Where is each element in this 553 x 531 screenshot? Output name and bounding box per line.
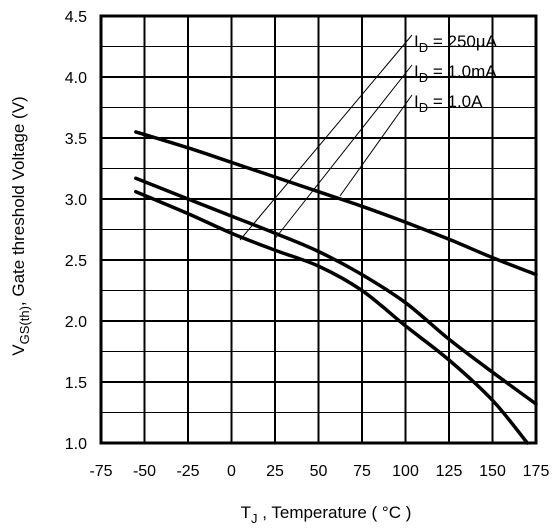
grid	[101, 16, 536, 443]
x-tick-label: 75	[353, 463, 371, 480]
legend-leaders	[239, 34, 413, 241]
legend-entry-3: ID = 1.0A	[414, 92, 483, 115]
y-tick-label: 2.5	[65, 253, 87, 270]
y-tick-label: 2.0	[65, 314, 87, 331]
x-axis-label: TJ , Temperature ( °C )	[241, 503, 412, 526]
x-tick-label: -25	[176, 463, 199, 480]
y-tick-label: 1.0	[65, 436, 87, 453]
plot-frame	[99, 14, 538, 445]
legend: ID = 250µA ID = 1.0mA ID = 1.0A	[414, 32, 498, 115]
series-line-3	[134, 189, 530, 445]
y-tick-label: 4.5	[65, 9, 87, 26]
y-tick-label: 4.0	[65, 70, 87, 87]
y-tick-label: 3.0	[65, 192, 87, 209]
x-tick-labels: -75 -50 -25 0 25 50 75 100 125 150 175	[89, 463, 549, 480]
legend-entry-2: ID = 1.0mA	[414, 62, 497, 85]
y-axis-label: VGS(th), Gate threshold Voltage (V)	[9, 96, 32, 355]
x-tick-label: 175	[523, 463, 550, 480]
x-tick-label: 50	[310, 463, 328, 480]
x-tick-label: -50	[133, 463, 156, 480]
x-tick-label: 150	[479, 463, 506, 480]
y-tick-labels: 1.0 1.5 2.0 2.5 3.0 3.5 4.0 4.5	[65, 9, 87, 453]
x-tick-label: -75	[89, 463, 112, 480]
series-lines	[134, 130, 538, 445]
x-tick-label: 125	[436, 463, 463, 480]
y-tick-label: 3.5	[65, 131, 87, 148]
legend-entry-1: ID = 250µA	[414, 32, 498, 55]
legend-leader-2	[273, 64, 413, 241]
legend-leader-1	[239, 34, 413, 241]
series-line-2	[134, 176, 538, 406]
y-tick-label: 1.5	[65, 375, 87, 392]
series-line-1	[134, 130, 538, 277]
x-tick-label: 0	[227, 463, 236, 480]
legend-leader-3	[339, 94, 413, 197]
x-tick-label: 100	[392, 463, 419, 480]
x-tick-label: 25	[266, 463, 284, 480]
